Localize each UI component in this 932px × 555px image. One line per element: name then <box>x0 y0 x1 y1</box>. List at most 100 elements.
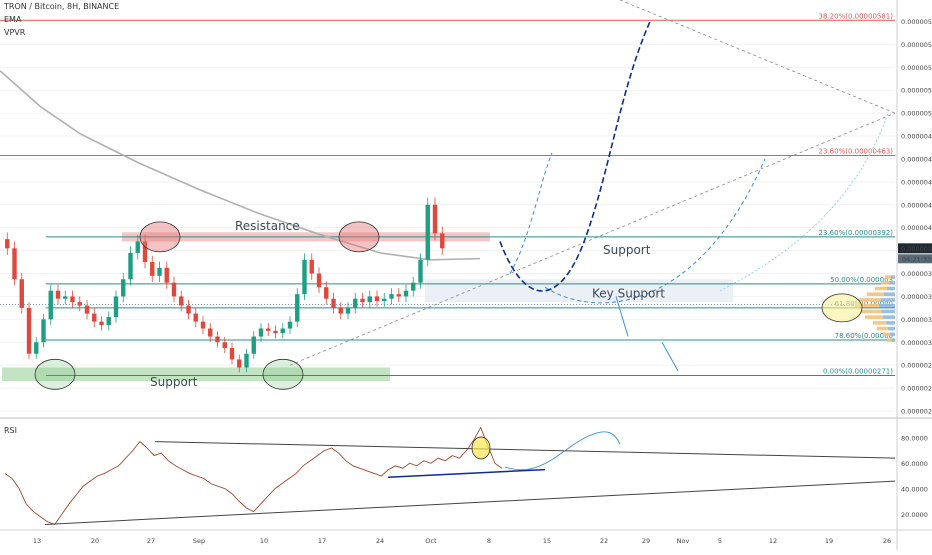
projection-path-short <box>509 153 553 274</box>
candle-body <box>273 330 278 334</box>
vpvr-bar-up <box>875 286 887 291</box>
vpvr-bar-down <box>889 280 895 285</box>
countdown-badge <box>898 254 932 264</box>
fib-level-label: 50.00%(0.000003 <box>830 276 893 284</box>
candle-body <box>316 273 322 288</box>
candle-body <box>353 298 358 308</box>
candle-body <box>244 353 249 368</box>
candle-body <box>287 321 293 329</box>
vpvr-bar-down <box>883 315 895 319</box>
candle-body <box>280 328 285 334</box>
key-support-ellipse <box>821 293 863 323</box>
candle-body <box>19 279 24 308</box>
candle-body <box>55 290 61 299</box>
candle-body <box>157 267 162 276</box>
vpvr-bar-up <box>865 315 883 319</box>
candle-body <box>215 336 220 343</box>
price-tick-label: 0.00000480 <box>901 133 932 141</box>
time-tick-label: 8 <box>487 537 491 545</box>
vpvr-bar-down <box>879 303 895 308</box>
time-tick-label: 29 <box>642 537 650 545</box>
support-upper-label: Support <box>603 243 651 257</box>
vpvr-bar-up <box>859 298 881 302</box>
rsi-tick-label: 40.0000 <box>901 485 928 493</box>
candle-body <box>193 313 198 322</box>
vpvr-bar-up <box>881 280 890 285</box>
support-lower-label: Support <box>150 375 198 389</box>
vpvr-bar-down <box>886 321 895 325</box>
candle-body <box>367 296 372 303</box>
time-tick-label: 27 <box>147 537 155 545</box>
candle-body <box>324 287 329 299</box>
fib-level-label: 38.20%(0.00000581) <box>819 12 894 20</box>
support-zone-band <box>2 367 390 382</box>
rsi-upper-trendline <box>154 441 896 459</box>
key-support-label: Key Support <box>592 287 665 301</box>
candle-body <box>440 233 445 249</box>
candle-body <box>70 296 75 303</box>
key-support-zone-band <box>425 279 733 303</box>
candle-body <box>92 313 97 322</box>
price-tick-label: 0.00000240 <box>901 408 932 416</box>
indicator-vpvr-label[interactable]: VPVR <box>4 28 26 37</box>
time-tick-label: 17 <box>318 537 326 545</box>
fib-layer: 38.20%(0.00000581) 23.60%(0.00000463) 23.6… <box>0 12 895 376</box>
candle-body <box>251 336 256 354</box>
candle-body <box>229 347 235 360</box>
candle-body <box>121 279 126 297</box>
candle-body <box>302 259 307 295</box>
price-tick-label: 0.00000540 <box>901 64 932 72</box>
drawings-layer: Resistance Support Support Key Support <box>34 0 896 390</box>
price-tick-label: 0.00000280 <box>901 362 932 370</box>
candle-body <box>389 294 394 299</box>
time-tick-label: 10 <box>260 537 268 545</box>
ema-line <box>0 70 481 261</box>
candle-body <box>150 262 155 276</box>
rsi-line <box>4 426 503 525</box>
vpvr-bar-up <box>885 275 891 279</box>
countdown-text: 04:21:33 <box>902 255 931 263</box>
candle-body <box>396 294 401 297</box>
candle-body <box>295 294 300 322</box>
time-axis-layer: 13 20 27 Sep 10 17 24 Oct 8 15 22 29 Nov 5 12 19 26 <box>33 537 891 545</box>
candles-layer <box>5 197 445 373</box>
candle-body <box>425 204 430 260</box>
vpvr-bar-up <box>873 321 887 325</box>
fib-level-label: 0.00%(0.00000271) <box>823 367 893 375</box>
price-tick-label: 0.00000300 <box>901 339 932 347</box>
down-arrow-1 <box>615 296 629 337</box>
candle-body <box>171 282 177 297</box>
candle-body <box>99 321 104 326</box>
candle-body <box>84 305 90 314</box>
price-tick-label: 0.00000320 <box>901 316 932 324</box>
candle-body <box>34 342 39 354</box>
vpvr-bar-down <box>881 309 895 314</box>
candle-body <box>222 342 227 348</box>
rising-trendline <box>289 112 896 366</box>
resistance-ellipse <box>338 221 380 253</box>
candle-body <box>266 328 271 331</box>
support-ellipse <box>262 358 304 390</box>
candle-body <box>411 282 416 291</box>
candle-body <box>360 298 365 303</box>
candle-body <box>63 296 68 299</box>
vpvr-bar-down <box>891 338 895 342</box>
candle-body <box>128 252 133 280</box>
time-tick-label: 26 <box>883 537 891 545</box>
candle-body <box>41 319 46 343</box>
fib-level-label: 78.60%(0.00000 <box>835 332 893 340</box>
candle-body <box>5 239 10 249</box>
price-tick-label: 0.00000340 <box>901 293 932 301</box>
candle-body <box>331 298 336 308</box>
rsi-support-line <box>387 468 546 479</box>
indicator-ema-label[interactable]: EMA <box>4 15 22 24</box>
support-ellipse <box>34 358 76 390</box>
rsi-tick-label: 80.0000 <box>901 434 928 442</box>
rsi-panel-label[interactable]: RSI <box>4 426 17 435</box>
candle-body <box>374 296 380 302</box>
candle-body <box>77 302 82 306</box>
last-price-text: 0.00000382 <box>901 245 932 253</box>
rsi-layer: 80.0000 60.0000 40.0000 20.0000 <box>4 426 928 525</box>
price-tick-label: 0.00000420 <box>901 201 932 209</box>
